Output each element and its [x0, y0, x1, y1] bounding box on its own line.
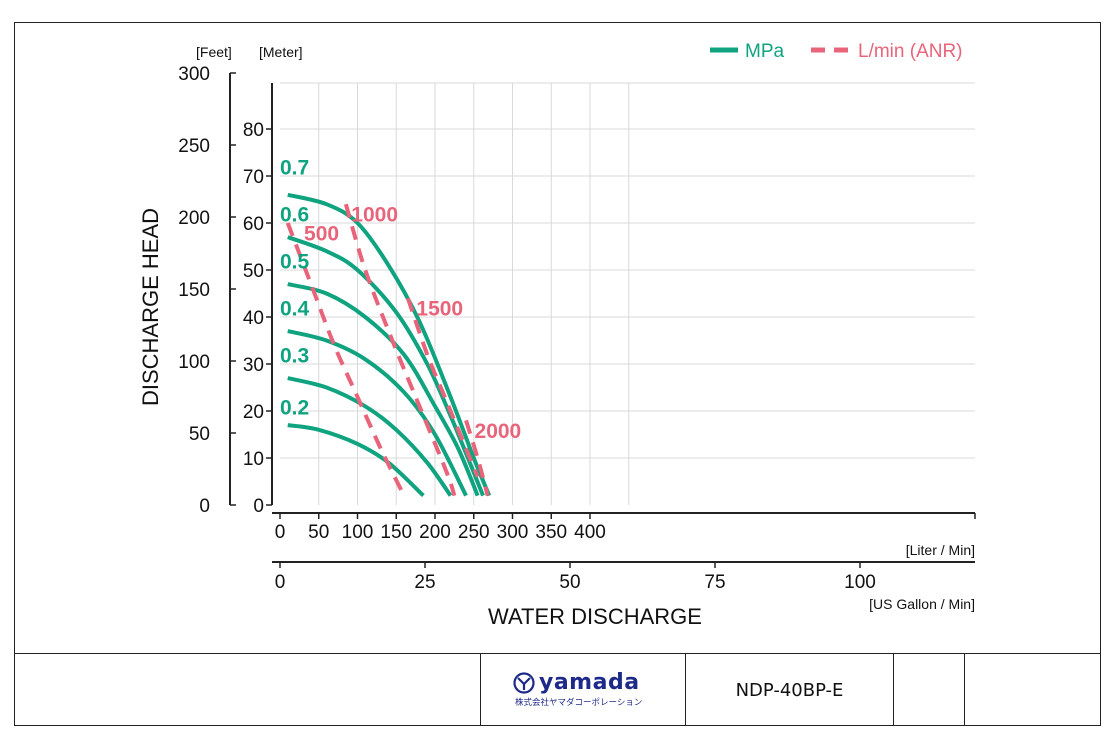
y-meter-tick-label: 70: [243, 167, 264, 188]
y-meter-tick-label: 0: [253, 496, 264, 517]
model-number: NDP-40BP-E: [685, 654, 893, 726]
y-feet-tick-label: 50: [189, 424, 210, 445]
logo-company-name: 株式会社ヤマダコーポレーション: [515, 698, 643, 708]
y-unit-meter: [Meter]: [259, 44, 303, 60]
logo-cell: yamada 株式会社ヤマダコーポレーション: [480, 654, 685, 726]
y-meter-tick-label: 40: [243, 308, 264, 329]
x-liter-tick-label: 250: [458, 522, 490, 543]
y-meter-tick-label: 80: [243, 120, 264, 141]
series-label-500: 500: [304, 222, 339, 245]
series-line-0.3: [287, 376, 453, 497]
x-liter-tick-label: 100: [342, 522, 374, 543]
yamada-emblem-icon: [513, 672, 535, 694]
y-axis-title: DISCHARGE HEAD: [138, 208, 163, 406]
series-line-1000: [343, 203, 457, 497]
yamada-logo: yamada 株式会社ヤマダコーポレーション: [509, 670, 659, 710]
series-label-0.6: 0.6: [280, 204, 309, 227]
legend: MPa L/min (ANR): [710, 41, 963, 62]
series-label-0.2: 0.2: [280, 396, 309, 419]
title-block: yamada 株式会社ヤマダコーポレーション NDP-40BP-E: [14, 653, 1101, 726]
y-feet-tick-label: 250: [178, 136, 210, 157]
y-feet-tick-label: 100: [178, 352, 210, 373]
x-liter-tick-label: 300: [497, 522, 529, 543]
series: [285, 192, 492, 498]
x-axis-title: WATER DISCHARGE: [488, 604, 702, 629]
x-unit-liter: [Liter / Min]: [906, 542, 975, 558]
legend-label-mpa: MPa: [745, 41, 785, 62]
grid: [280, 82, 975, 505]
series-label-1000: 1000: [351, 204, 398, 227]
series-line-0.2: [287, 423, 425, 498]
series-label-0.5: 0.5: [280, 251, 310, 274]
x-gallon-tick-label: 50: [559, 572, 580, 593]
logo-wordmark: yamada: [539, 670, 640, 695]
x-gallon-tick-label: 25: [414, 572, 435, 593]
series-line-0.5: [287, 282, 480, 497]
x-liter-tick-label: 50: [308, 522, 329, 543]
series-label-0.4: 0.4: [280, 298, 310, 321]
series-label-0.3: 0.3: [280, 345, 309, 368]
x-gallon-tick-label: 100: [844, 572, 876, 593]
x-gallon-tick-label: 0: [275, 572, 286, 593]
y-meter-tick-label: 60: [243, 214, 264, 235]
series-line-2000: [464, 419, 490, 497]
empty-cell-2: [964, 654, 1033, 726]
y-unit-feet: [Feet]: [196, 44, 232, 60]
empty-cell-1: [893, 654, 964, 726]
x-liter-tick-label: 400: [574, 522, 606, 543]
y-feet-tick-label: 150: [178, 280, 210, 301]
y-feet-tick-label: 300: [178, 64, 210, 85]
series-line-0.4: [287, 329, 468, 497]
y-feet-tick-label: 0: [199, 496, 210, 517]
x-unit-gallon: [US Gallon / Min]: [869, 596, 975, 612]
y-meter-tick-label: 50: [243, 261, 264, 282]
y-meter-tick-label: 20: [243, 402, 264, 423]
legend-label-anr: L/min (ANR): [858, 41, 963, 62]
chart-frame: [14, 22, 1101, 726]
x-liter-tick-label: 350: [535, 522, 567, 543]
series-label-1500: 1500: [416, 298, 463, 321]
series-labels: 0.7 0.6 0.5 0.4 0.3 0.2 500 1000 1500 2000: [280, 157, 521, 443]
x-liter-tick-label: 200: [419, 522, 451, 543]
x-liter-tick-label: 150: [380, 522, 412, 543]
series-line-1500: [405, 297, 480, 478]
x-liter-tick-label: 0: [275, 522, 286, 543]
series-line-500: [285, 222, 406, 497]
series-label-2000: 2000: [475, 420, 522, 443]
y-feet-tick-label: 200: [178, 208, 210, 229]
series-label-0.7: 0.7: [280, 157, 309, 180]
x-gallon-tick-label: 75: [704, 572, 725, 593]
y-meter-tick-label: 30: [243, 355, 264, 376]
y-meter-tick-label: 10: [243, 449, 264, 470]
